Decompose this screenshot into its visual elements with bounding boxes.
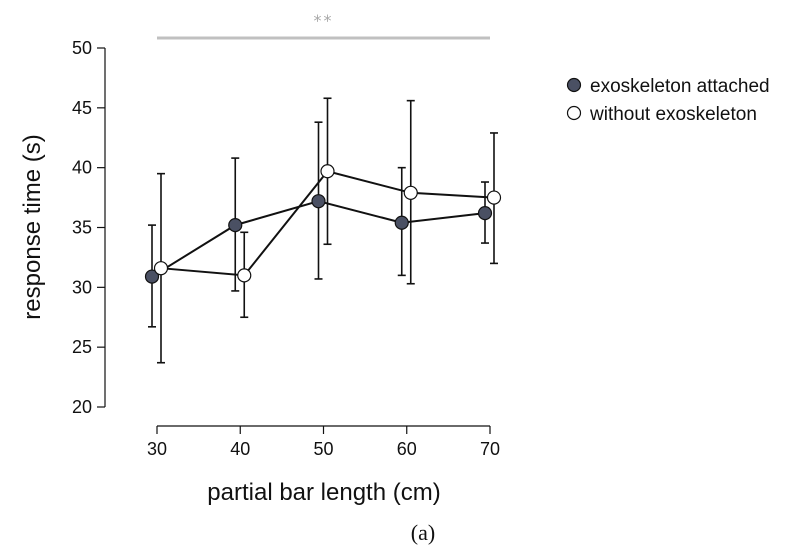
y-tick-label: 35 (72, 218, 92, 238)
data-point (153, 261, 169, 276)
legend-label: without exoskeleton (589, 104, 757, 125)
y-tick-label: 50 (72, 38, 92, 58)
data-point (486, 190, 502, 205)
x-tick-label: 40 (230, 439, 250, 459)
data-point (477, 206, 493, 221)
y-tick-label: 20 (72, 397, 92, 417)
significance-label: ** (314, 11, 334, 30)
panel-label: (a) (411, 520, 435, 545)
x-tick-label: 60 (397, 439, 417, 459)
y-tick-label: 45 (72, 98, 92, 118)
x-tick-label: 50 (313, 439, 333, 459)
data-point (394, 215, 409, 230)
plot-area (144, 97, 502, 364)
x-axis: 30 40 50 60 70 (147, 425, 500, 459)
data-point (320, 164, 335, 179)
legend: exoskeleton attached without exoskeleton (566, 76, 770, 125)
y-tick-label: 30 (72, 277, 92, 297)
data-point (144, 269, 160, 284)
y-tick-label: 25 (72, 337, 92, 357)
x-tick-label: 70 (480, 439, 500, 459)
y-tick-label: 40 (72, 158, 92, 178)
data-point (237, 268, 252, 283)
x-tick-label: 30 (147, 439, 167, 459)
data-point (228, 218, 243, 233)
legend-marker (566, 77, 582, 93)
significance-bracket: ** (157, 11, 490, 40)
y-axis-title: response time (s) (19, 134, 46, 319)
legend-label: exoskeleton attached (590, 76, 770, 97)
y-axis: 20 25 30 35 40 45 50 (72, 38, 106, 417)
legend-marker (566, 105, 582, 121)
data-point (403, 185, 418, 200)
x-axis-title: partial bar length (cm) (207, 479, 440, 506)
data-point (311, 194, 326, 209)
